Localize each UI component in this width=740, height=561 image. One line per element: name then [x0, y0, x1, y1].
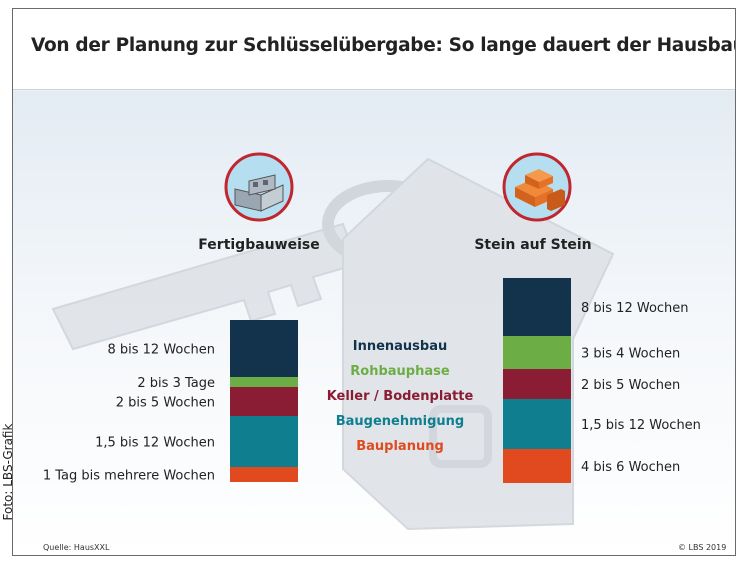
bar-segment-innenausbau — [230, 320, 298, 377]
left-duration-labels: 8 bis 12 Wochen 2 bis 3 Tage 2 bis 5 Woc… — [43, 343, 215, 484]
header-band: Von der Planung zur Schlüsselübergabe: S… — [13, 9, 735, 90]
copyright-note: © LBS 2019 — [678, 543, 727, 552]
legend-entry-bauplanung: Bauplanung — [356, 439, 444, 454]
bar-segment-bauplanung — [230, 467, 298, 482]
data-label: 2 bis 5 Wochen — [581, 378, 680, 393]
bar-segment-keller-bodenplatte — [230, 387, 298, 416]
bar-segment-innenausbau — [503, 278, 571, 336]
data-label: 4 bis 6 Wochen — [581, 460, 680, 475]
category-label-fertigbauweise: Fertigbauweise — [198, 237, 319, 253]
data-label: 8 bis 12 Wochen — [107, 343, 215, 358]
legend: Innenausbau Rohbauphase Keller / Bodenpl… — [327, 339, 474, 454]
bar-segment-rohbauphase — [230, 377, 298, 387]
bar-segment-baugenehmigung — [503, 399, 571, 449]
data-label: 1,5 bis 12 Wochen — [581, 418, 701, 433]
bar-segment-bauplanung — [503, 449, 571, 483]
bar-stein-auf-stein — [503, 278, 571, 483]
brick-stack-icon — [502, 152, 572, 222]
chart-canvas: Fertigbauweise Stein auf Stein 8 bis 12 … — [43, 152, 701, 531]
bar-segment-baugenehmigung — [230, 416, 298, 467]
data-label: 8 bis 12 Wochen — [581, 301, 689, 316]
legend-entry-baugenehmigung: Baugenehmigung — [336, 414, 465, 429]
category-label-stein-auf-stein: Stein auf Stein — [474, 237, 591, 253]
bar-segment-keller-bodenplatte — [503, 369, 571, 399]
house-tag-window — [429, 405, 492, 468]
data-label: 2 bis 5 Wochen — [116, 396, 215, 411]
infographic-frame: Von der Planung zur Schlüsselübergabe: S… — [12, 8, 736, 556]
legend-entry-rohbauphase: Rohbauphase — [350, 364, 450, 379]
data-label: 3 bis 4 Wochen — [581, 347, 680, 362]
bar-segment-rohbauphase — [503, 336, 571, 369]
chart-title: Von der Planung zur Schlüsselübergabe: S… — [31, 35, 736, 56]
legend-entry-keller-bodenplatte: Keller / Bodenplatte — [327, 389, 474, 404]
prefab-house-panels-icon — [224, 152, 294, 222]
bar-fertigbauweise — [230, 320, 298, 482]
data-label: 1 Tag bis mehrere Wochen — [43, 469, 215, 484]
right-duration-labels: 8 bis 12 Wochen 3 bis 4 Wochen 2 bis 5 W… — [581, 301, 701, 475]
data-label: 2 bis 3 Tage — [137, 376, 215, 391]
legend-entry-innenausbau: Innenausbau — [353, 339, 448, 354]
source-note: Quelle: HausXXL — [43, 543, 110, 552]
data-label: 1,5 bis 12 Wochen — [95, 436, 215, 451]
